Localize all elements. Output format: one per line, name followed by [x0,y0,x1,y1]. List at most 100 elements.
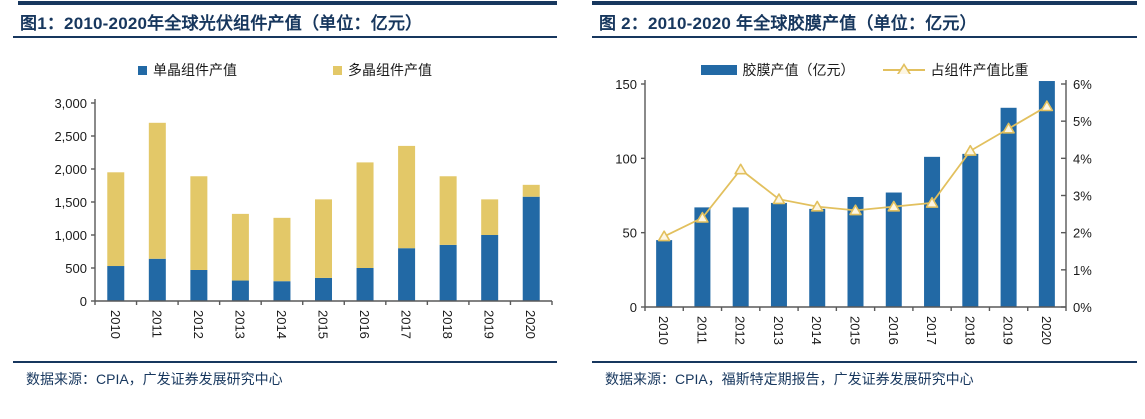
bar-segment-poly [148,122,166,259]
bar-segment-poly [273,217,291,282]
figure1-source-rule [13,361,557,363]
x-axis-label: 2018 [440,310,455,339]
x-axis-label: 2020 [1039,316,1054,345]
x-axis-label: 2013 [771,316,786,345]
line-marker-triangle [887,200,901,212]
figure2-panel: 图 2：2010-2020 年全球胶膜产值（单位：亿元） 胶膜产值（亿元） 占组… [592,0,1137,419]
bar-film-value [732,207,749,307]
bar-film-value [1000,107,1017,307]
bar-segment-mono [190,269,208,301]
y-axis-tick-label: 0 [80,294,87,309]
figure1-title-rule [13,36,557,38]
line-marker-triangle [696,211,709,223]
figure1-legend: 单晶组件产值 多晶组件产值 [13,58,557,82]
right-y-axis-tick-label: 3% [1073,189,1092,204]
right-y-axis-tick-label: 4% [1073,151,1092,166]
bar-film-value [1038,81,1055,307]
x-axis-label: 2012 [191,310,206,339]
x-axis-label: 2017 [924,316,939,345]
right-y-axis-tick-label: 2% [1073,226,1092,241]
bar-segment-poly [398,145,416,249]
bar-film-value [885,192,902,307]
bar-film-value [962,153,979,307]
bar-segment-mono [231,280,249,301]
x-axis-label: 2013 [232,310,247,339]
right-y-axis-tick-label: 1% [1073,263,1092,278]
bar-film-value [656,240,673,307]
x-axis-label: 2016 [886,316,901,345]
figure1-source: 数据来源：CPIA，广发证券发展研究中心 [26,371,283,387]
x-axis-label: 2010 [656,316,671,345]
figure2-source-rule [592,361,1137,363]
right-y-axis-tick-label: 5% [1073,114,1092,129]
x-axis-label: 2011 [149,310,164,338]
x-axis-label: 2019 [1001,316,1016,345]
figure2-legend: 胶膜产值（亿元） 占组件产值比重 [592,58,1137,82]
bar-segment-mono [439,244,457,301]
x-axis-label: 2014 [809,316,824,345]
bar-segment-mono [522,196,540,301]
y-axis-tick-label: 2,000 [54,162,87,177]
bar-film-value [770,202,787,307]
bar-segment-poly [315,199,332,278]
bar-segment-mono [107,266,125,301]
legend-entry: 占组件产值比重 [882,60,1029,80]
x-axis-label: 2014 [274,310,289,339]
y-axis-tick-label: 2,500 [54,129,87,144]
legend-swatch-icon [333,65,342,75]
line-marker-triangle [734,163,747,175]
line-marker-triangle [849,204,862,216]
x-axis-label: 2015 [316,310,331,339]
figure1-panel: 图1：2010-2020年全球光伏组件产值（单位：亿元） 单晶组件产值 多晶组件… [13,0,557,419]
bar-film-value [809,208,826,307]
bar-segment-poly [481,199,499,235]
legend-label: 单晶组件产值 [153,62,237,78]
bar-segment-poly [231,213,249,281]
figure2-top-rule [592,1,1137,5]
line-marker-triangle [1040,100,1054,112]
left-y-axis-tick-label: 100 [615,151,637,166]
bar-segment-poly [356,162,374,268]
left-y-axis-tick-label: 0 [630,300,637,315]
figure1-title: 图1：2010-2020年全球光伏组件产值（单位：亿元） [20,14,423,33]
bar-segment-mono [315,277,332,301]
line-marker-triangle [1002,122,1015,134]
bar-segment-poly [190,176,208,270]
x-axis-label: 2020 [523,310,538,339]
bar-film-value [847,196,864,307]
legend-line-swatch-icon [882,63,925,76]
x-axis-label: 2015 [848,316,863,345]
right-y-axis-tick-label: 0% [1073,300,1092,315]
figure1-chart: 0 500 1,000 1,500 2,000 2,500 3,000 2010 2011 201… [54,96,553,339]
line-marker-triangle [964,144,977,156]
bar-film-value [694,207,711,307]
bar-segment-poly [522,184,540,197]
bar-segment-mono [398,248,416,301]
line-marker-triangle [810,200,824,212]
figure1-top-rule [18,1,557,5]
line-marker-triangle [657,230,671,242]
legend-entry: 多晶组件产值 [333,60,432,80]
bar-segment-mono [356,268,374,301]
line-marker-triangle [925,196,939,208]
figure2-chart: 0 50 100 150 0% 1% 2% 3% 4% 5% 6% 2010 2011 2012 2013 2… [615,80,1092,345]
bar-segment-poly [107,172,125,267]
legend-swatch-icon [138,65,147,75]
y-axis-tick-label: 500 [65,261,87,276]
left-y-axis-tick-label: 150 [615,80,637,92]
line-marker-triangle [772,193,786,205]
y-axis-tick-label: 1,500 [54,195,87,210]
bar-segment-poly [439,176,457,245]
legend-label: 多晶组件产值 [348,62,432,78]
legend-entry: 单晶组件产值 [138,60,237,80]
x-axis-label: 2012 [733,316,748,345]
x-axis-label: 2010 [108,310,123,339]
y-axis-tick-label: 3,000 [54,96,87,111]
bar-segment-mono [148,258,166,301]
figure2-title: 图 2：2010-2020 年全球胶膜产值（单位：亿元） [599,14,977,33]
x-axis-label: 2016 [357,310,372,339]
x-axis-label: 2011 [694,316,709,344]
y-axis-tick-label: 1,000 [54,228,87,243]
left-y-axis-tick-label: 50 [623,226,637,241]
x-axis-label: 2019 [482,310,497,339]
